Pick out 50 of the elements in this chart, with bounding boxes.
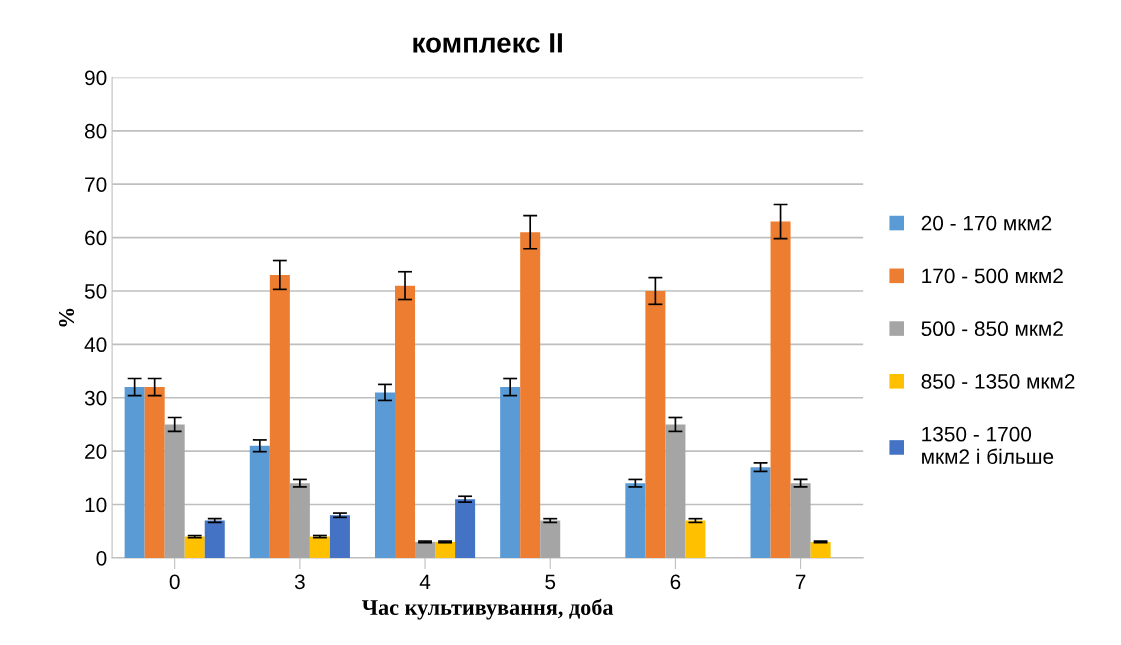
legend-label: 1350 - 1700 мкм2 і більше [922, 426, 1054, 465]
bar [374, 392, 395, 558]
bar [144, 387, 165, 558]
bar [790, 483, 811, 558]
y-tick-label: 60 [85, 230, 107, 246]
bar [810, 541, 831, 558]
legend-label: 20 - 170 мкм2 [921, 215, 1052, 231]
bar [269, 274, 290, 558]
y-tick-label: 10 [85, 497, 107, 513]
bar [435, 541, 456, 558]
y-tick-label: 30 [84, 390, 107, 406]
bar [395, 285, 416, 558]
bar [685, 520, 706, 558]
bar [520, 232, 541, 558]
bar [750, 467, 771, 558]
bar [204, 520, 225, 558]
x-tick-label: 0 [169, 574, 180, 590]
bar [455, 499, 476, 558]
x-tick-label: 6 [670, 574, 681, 590]
bar [309, 536, 330, 558]
x-tick-label: 4 [419, 574, 431, 589]
x-axis-title: Час культивування, доба [362, 598, 614, 620]
y-tick-label: 40 [84, 337, 107, 353]
bar [645, 290, 666, 558]
y-tick-label: 0 [96, 550, 107, 566]
bar [249, 445, 270, 558]
y-tick-label: 70 [85, 177, 107, 192]
bar [329, 515, 350, 558]
bar [164, 424, 185, 558]
bar [770, 221, 791, 558]
y-tick-label: 20 [85, 444, 107, 459]
legend-label: 850 - 1350 мкм2 [921, 374, 1075, 389]
y-axis-title: % [59, 308, 75, 327]
bar [124, 387, 145, 558]
legend-label: 170 - 500 мкм2 [922, 268, 1063, 284]
x-tick-label: 5 [545, 574, 556, 590]
x-tick-label: 3 [294, 574, 305, 590]
bar [665, 424, 686, 558]
y-tick-label: 80 [84, 123, 107, 139]
y-tick-label: 90 [85, 70, 107, 86]
chart-title: комплекс II [413, 33, 562, 53]
x-tick-label: 7 [795, 574, 806, 589]
bar [289, 483, 310, 558]
y-tick-label: 50 [84, 283, 107, 299]
bar [500, 387, 521, 558]
bar [415, 541, 436, 558]
bar [625, 483, 646, 558]
legend-label: 500 - 850 мкм2 [921, 321, 1063, 337]
bar [540, 520, 561, 558]
bar [184, 536, 205, 558]
